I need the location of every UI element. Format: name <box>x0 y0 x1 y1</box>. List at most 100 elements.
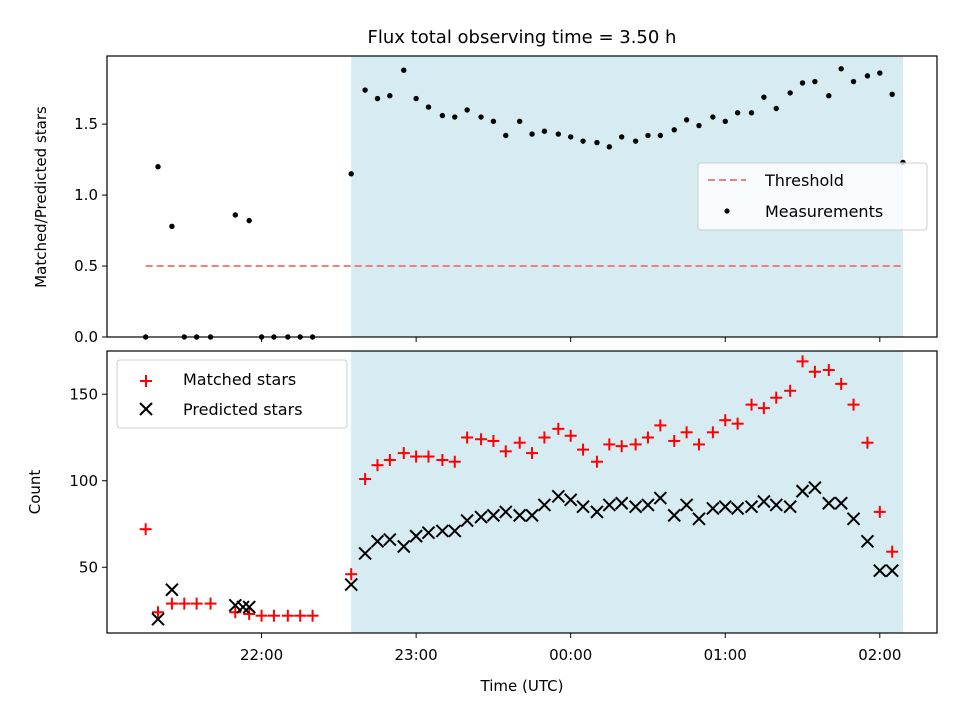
measurement-point <box>490 118 497 124</box>
measurement-point <box>529 131 535 137</box>
matched-point <box>255 609 268 622</box>
measurement-point <box>580 138 586 144</box>
measurement-point <box>734 110 741 116</box>
measurement-point <box>606 144 613 150</box>
measurement-point <box>773 105 779 112</box>
predicted-point <box>706 501 720 516</box>
matched-point <box>190 597 203 610</box>
legend-measurements-swatch <box>724 208 730 214</box>
measurement-point <box>826 93 832 99</box>
predicted-point <box>409 529 423 543</box>
bottom-ylabel: Count <box>26 470 44 515</box>
predicted-point <box>846 512 861 526</box>
predicted-point <box>551 489 566 504</box>
matched-point <box>436 453 449 466</box>
legend-predicted-swatch <box>139 402 153 416</box>
legend-bottom-box <box>116 359 348 429</box>
predicted-point <box>822 496 836 510</box>
measurement-point <box>799 80 806 86</box>
matched-point <box>796 355 809 368</box>
measurement-point <box>618 134 625 140</box>
matched-point <box>757 402 770 415</box>
x-tick-label: 22:00 <box>240 646 283 664</box>
matched-point <box>475 433 488 446</box>
matched-point <box>731 417 744 430</box>
measurement-point <box>889 91 895 98</box>
x-tick-label: 23:00 <box>395 646 438 664</box>
matched-point <box>499 445 512 458</box>
matched-point <box>770 391 783 404</box>
matched-point <box>538 431 551 444</box>
measurement-point <box>169 223 175 230</box>
measurement-point <box>657 132 664 139</box>
matched-point <box>706 426 719 439</box>
measurement-point <box>683 117 690 123</box>
matched-point <box>513 436 526 449</box>
matched-point <box>359 473 372 486</box>
measurement-point <box>722 118 728 124</box>
matched-point <box>745 398 758 411</box>
measurement-point <box>246 217 252 224</box>
matched-point <box>822 364 835 377</box>
predicted-point <box>628 499 643 514</box>
matched-point <box>654 419 667 432</box>
predicted-point <box>576 499 590 514</box>
measurement-point <box>632 138 639 144</box>
measurement-point <box>761 94 767 100</box>
y-tick-label: 50 <box>79 558 98 576</box>
predicted-point <box>783 499 797 514</box>
matched-point <box>165 597 178 610</box>
matched-point <box>204 597 217 610</box>
predicted-point <box>667 508 681 523</box>
measurement-point <box>877 70 883 76</box>
measurement-point <box>374 95 381 102</box>
matched-point <box>861 436 874 449</box>
predicted-point <box>486 508 501 523</box>
predicted-point <box>860 534 875 549</box>
x-tick-label: 02:00 <box>858 646 901 664</box>
predicted-point <box>692 512 706 526</box>
matched-point <box>784 384 797 397</box>
predicted-point <box>397 539 411 554</box>
measurement-point <box>401 67 407 73</box>
predicted-point <box>474 510 488 524</box>
matched-point <box>371 459 384 472</box>
y-tick-label: 150 <box>69 385 98 403</box>
predicted-point <box>744 499 759 514</box>
legend-measurements-label: Measurements <box>765 202 883 221</box>
matched-point <box>680 426 693 439</box>
y-tick-label: 1.5 <box>74 115 98 133</box>
matched-point <box>692 438 705 451</box>
predicted-point <box>512 508 527 523</box>
legend-bottom: Matched stars Predicted stars <box>116 359 348 429</box>
matched-point <box>886 545 899 558</box>
matched-point <box>590 455 603 468</box>
measurement-point <box>413 95 419 102</box>
predicted-point <box>834 496 848 510</box>
measurement-point <box>425 104 432 110</box>
predicted-point <box>679 498 694 512</box>
matched-point <box>526 447 539 460</box>
series-matched-stars <box>139 355 899 622</box>
matched-point <box>306 609 319 622</box>
predicted-point <box>885 564 899 578</box>
matched-point <box>152 606 165 619</box>
matched-point <box>641 431 654 444</box>
measurement-point <box>464 107 470 113</box>
predicted-point <box>421 525 436 540</box>
matched-point <box>410 450 423 463</box>
axes-frame <box>106 350 938 634</box>
measurement-point <box>348 171 354 177</box>
series-predicted-stars <box>151 480 899 626</box>
measurement-point <box>567 134 574 140</box>
predicted-point <box>448 524 462 538</box>
predicted-point <box>236 600 250 614</box>
legend-threshold-label: Threshold <box>764 171 844 190</box>
predicted-point <box>614 496 629 510</box>
predicted-point <box>151 612 165 626</box>
predicted-point <box>808 480 822 495</box>
measurement-point <box>541 128 548 134</box>
matched-point <box>397 447 410 460</box>
measurement-point <box>645 132 651 139</box>
